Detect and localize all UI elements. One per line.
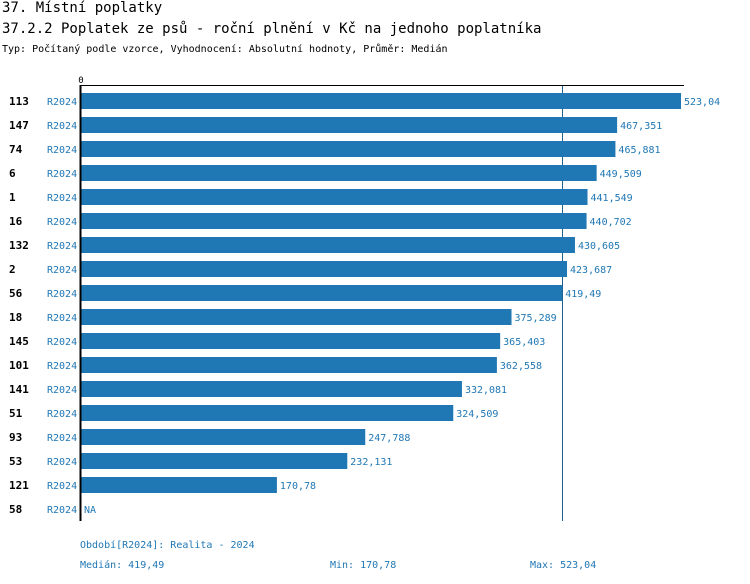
- series-label: R2024: [47, 361, 77, 372]
- chart-title: 37.2.2 Poplatek ze psů - roční plnění v …: [2, 21, 542, 37]
- category-label: 121: [9, 479, 29, 492]
- value-label: NA: [84, 505, 96, 516]
- series-label: R2024: [47, 121, 77, 132]
- category-label: 18: [9, 311, 22, 324]
- bar: [81, 381, 462, 397]
- series-label: R2024: [47, 433, 77, 444]
- series-label: R2024: [47, 457, 77, 468]
- category-label: 2: [9, 263, 16, 276]
- category-label: 6: [9, 167, 16, 180]
- category-label: 74: [9, 143, 23, 156]
- value-label: 419,49: [565, 289, 601, 300]
- series-label: R2024: [47, 169, 77, 180]
- category-label: 132: [9, 239, 29, 252]
- bar: [81, 357, 497, 373]
- series-label: R2024: [47, 145, 77, 156]
- bar: [81, 309, 512, 325]
- bar: [81, 237, 575, 253]
- series-label: R2024: [47, 217, 77, 228]
- footer-period: Období[R2024]: Realita - 2024: [80, 540, 255, 551]
- category-label: 53: [9, 455, 22, 468]
- bar: [81, 117, 618, 133]
- bar: [81, 261, 568, 277]
- bar: [81, 189, 588, 205]
- bar: [81, 333, 501, 349]
- category-label: 1: [9, 191, 16, 204]
- series-label: R2024: [47, 193, 77, 204]
- series-label: R2024: [47, 289, 77, 300]
- value-label: 375,289: [515, 313, 557, 324]
- category-label: 113: [9, 95, 29, 108]
- bar: [81, 405, 454, 421]
- value-label: 170,78: [280, 481, 316, 492]
- bar: [81, 477, 277, 493]
- value-label: 247,788: [368, 433, 410, 444]
- series-label: R2024: [47, 409, 77, 420]
- value-label: 332,081: [465, 385, 507, 396]
- series-label: R2024: [47, 385, 77, 396]
- category-label: 93: [9, 431, 22, 444]
- value-label: 423,687: [570, 265, 612, 276]
- series-label: R2024: [47, 337, 77, 348]
- value-label: 441,549: [591, 193, 633, 204]
- series-label: R2024: [47, 97, 77, 108]
- category-label: 147: [9, 119, 29, 132]
- series-label: R2024: [47, 481, 77, 492]
- series-label: R2024: [47, 505, 77, 516]
- bar: [81, 453, 348, 469]
- value-label: 465,881: [618, 145, 660, 156]
- category-label: 141: [9, 383, 29, 396]
- footer-min: Min: 170,78: [330, 560, 397, 571]
- footer-median: Medián: 419,49: [80, 560, 165, 571]
- category-label: 56: [9, 287, 23, 300]
- chart-subtitle: Typ: Počítaný podle vzorce, Vyhodnocení:…: [2, 44, 448, 55]
- bar: [81, 429, 366, 445]
- bar: [81, 93, 681, 109]
- bar: [81, 213, 587, 229]
- category-label: 101: [9, 359, 29, 372]
- series-label: R2024: [47, 265, 77, 276]
- bar: [81, 165, 597, 181]
- value-label: 232,131: [350, 457, 392, 468]
- category-label: 51: [9, 407, 23, 420]
- value-label: 365,403: [503, 337, 545, 348]
- series-label: R2024: [47, 241, 77, 252]
- value-label: 362,558: [500, 361, 542, 372]
- category-label: 145: [9, 335, 29, 348]
- value-label: 440,702: [590, 217, 632, 228]
- value-label: 324,509: [456, 409, 498, 420]
- footer-max: Max: 523,04: [530, 560, 597, 571]
- series-label: R2024: [47, 313, 77, 324]
- value-label: 467,351: [620, 121, 662, 132]
- category-label: 16: [9, 215, 23, 228]
- value-label: 430,605: [578, 241, 620, 252]
- section-title: 37. Místní poplatky: [2, 0, 163, 16]
- value-label: 449,509: [600, 169, 642, 180]
- x-tick-label: 0: [78, 76, 83, 86]
- category-label: 58: [9, 503, 22, 516]
- value-label: 523,04: [684, 97, 720, 108]
- bar: [81, 285, 563, 301]
- bar: [81, 141, 616, 157]
